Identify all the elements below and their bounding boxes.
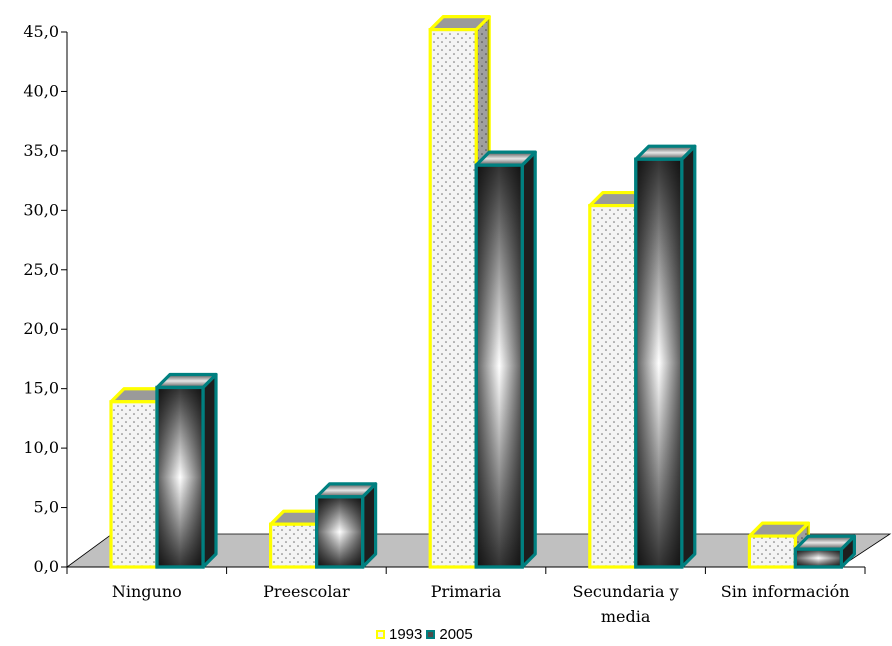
bar-top-face	[474, 150, 537, 167]
bar-front-shade	[634, 157, 684, 569]
category-label: Primaria	[431, 582, 502, 601]
bar-top-face	[747, 521, 811, 538]
bar-front-face	[747, 534, 798, 569]
bar-front-face	[428, 28, 478, 569]
y-tick-label: 15,0	[23, 379, 59, 398]
bar-top-face	[793, 534, 857, 551]
legend: 1993 2005	[376, 626, 473, 643]
bar-top-face	[315, 482, 378, 499]
y-tick-label: 35,0	[23, 141, 59, 160]
bar-2005	[634, 144, 697, 569]
category-label: Ninguno	[112, 582, 182, 601]
y-tick-label: 40,0	[23, 81, 59, 100]
bar-front-face	[269, 522, 319, 569]
bar-front-face	[588, 203, 638, 569]
y-tick-label: 20,0	[23, 319, 59, 338]
bar-top-face	[634, 144, 697, 161]
bar-2005	[155, 372, 218, 569]
legend-swatch-2005	[426, 630, 436, 639]
bar-2005	[315, 482, 378, 569]
legend-label-2005: 2005	[439, 626, 473, 643]
legend-item-2005: 2005	[426, 626, 473, 643]
bar-side-face	[520, 150, 537, 569]
category-label: Preescolar	[263, 582, 350, 601]
legend-item-1993: 1993	[376, 626, 422, 643]
category-label: Secundaria y	[572, 582, 678, 601]
bar-side-face	[201, 372, 218, 569]
bar-front-face	[109, 400, 159, 569]
y-tick-label: 30,0	[23, 200, 59, 219]
category-label: Sin información	[721, 582, 850, 601]
bar-2005	[474, 150, 537, 569]
bar-front-shade	[474, 163, 524, 569]
y-tick-label: 0,0	[34, 557, 59, 576]
legend-swatch-1993	[376, 630, 385, 639]
bar-side-face	[680, 144, 697, 569]
category-label: media	[601, 607, 651, 626]
bar-front-shade	[793, 547, 844, 569]
bar-top-face	[155, 372, 218, 390]
bar-front-shade	[155, 385, 205, 569]
y-tick-label: 25,0	[23, 260, 59, 279]
y-tick-label: 10,0	[23, 438, 59, 457]
bar-top-face	[428, 15, 491, 32]
legend-label-1993: 1993	[389, 626, 423, 643]
y-tick-label: 5,0	[34, 498, 59, 517]
bar-front-shade	[315, 495, 365, 569]
y-tick-label: 45,0	[23, 22, 59, 41]
bar-2005	[793, 534, 857, 569]
